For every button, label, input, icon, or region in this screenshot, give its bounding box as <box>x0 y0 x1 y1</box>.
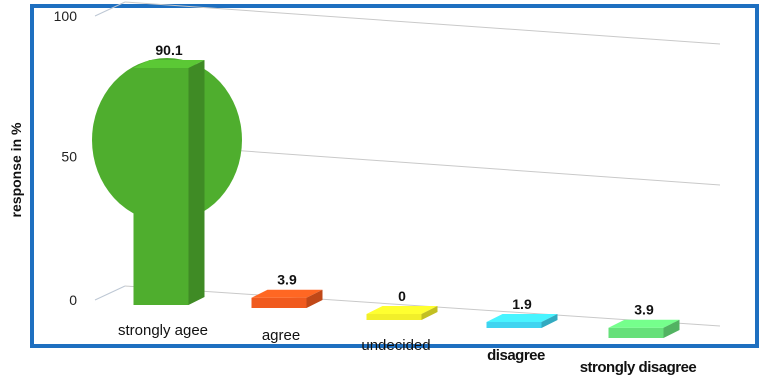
category-label: strongly disagree <box>580 359 697 376</box>
bar-front <box>133 68 189 305</box>
grid-tick <box>94 285 126 301</box>
bar-top <box>133 60 205 69</box>
bar-top <box>608 319 680 328</box>
category-label: strongly agee <box>118 322 208 339</box>
bar-top <box>251 289 323 298</box>
category-label: undecided <box>361 337 430 354</box>
bar-side <box>663 319 680 338</box>
bar-front <box>251 297 307 308</box>
bars <box>92 58 680 338</box>
y-axis-title: response in % <box>8 122 24 217</box>
bar-front <box>486 322 542 328</box>
y-tick-label: 100 <box>54 8 78 24</box>
y-tick-label: 0 <box>69 292 77 308</box>
bar-front <box>366 314 422 320</box>
bar-side <box>188 60 205 305</box>
bar-4 <box>486 314 558 328</box>
value-label: 3.9 <box>634 302 654 318</box>
value-label: 1.9 <box>512 296 532 312</box>
value-label: 0 <box>398 288 406 304</box>
bar-2 <box>251 289 323 308</box>
bar-side <box>541 314 558 328</box>
bar-side <box>306 289 323 308</box>
labels: 0 50 100 90.1 strongly agee 3.9 agree 0 undecide… <box>54 8 697 376</box>
y-tick-label: 50 <box>61 149 77 165</box>
bar-1 <box>133 60 205 305</box>
value-label: 90.1 <box>155 42 182 58</box>
category-label: agree <box>262 327 300 344</box>
grid-tick <box>94 1 126 17</box>
bar-top <box>366 306 438 314</box>
bar-front <box>608 327 664 338</box>
bar-5 <box>608 319 680 338</box>
bar-top <box>486 314 558 322</box>
category-label: disagree <box>487 347 545 364</box>
value-label: 3.9 <box>277 272 297 288</box>
bar-side <box>421 306 438 320</box>
gridline <box>124 1 721 45</box>
bar-3 <box>366 306 438 320</box>
